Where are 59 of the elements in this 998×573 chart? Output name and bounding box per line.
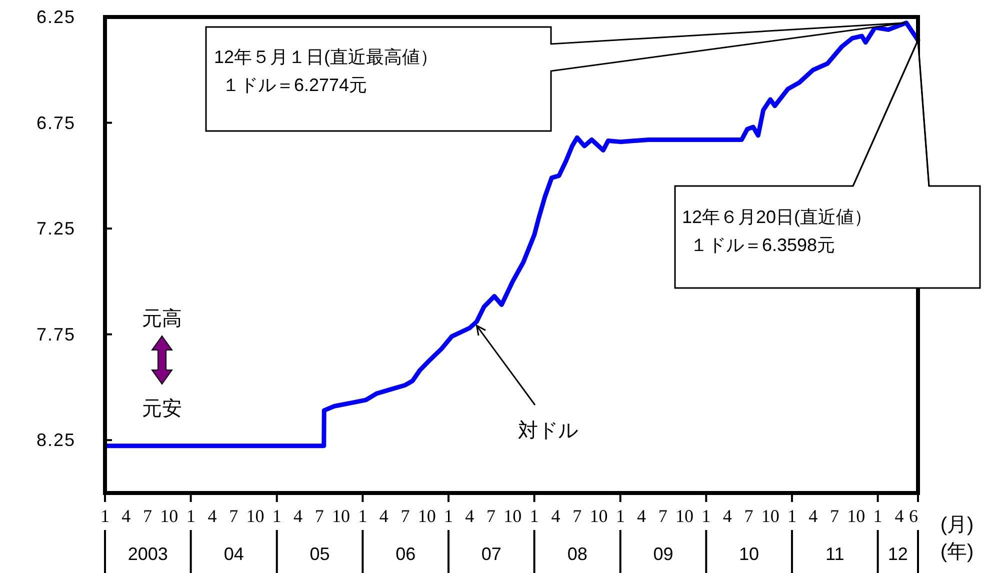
x-tick-label: 4 [808,506,818,526]
x-tick-label: 10 [676,506,694,526]
x-tick-label: 10 [590,506,608,526]
x-tick-label: 10 [160,506,178,526]
text: 06 [396,544,416,564]
text: 09 [653,544,674,564]
text: 07 [481,544,502,564]
x-tick-label: 4 [722,506,732,526]
x-tick-label: 10 [332,506,350,526]
x-tick-label: 6 [909,506,918,526]
x-tick-label: 4 [208,506,217,526]
y-tick-label: 7.25 [36,218,76,239]
text: (年) [940,541,974,563]
x-tick-label: 7 [658,506,668,526]
x-tick-label: 1 [272,506,282,526]
x-tick-label: 7 [314,506,324,526]
x-tick-label: 7 [486,506,496,526]
x-axis-title: (月) [940,514,974,536]
x-tick-label: 7 [400,506,410,526]
y-tick-label: 6.25 [36,7,76,27]
x-tick-label: 4 [894,506,904,526]
x-tick-label: 10 [246,506,264,526]
x-tick-label: 7 [229,506,238,526]
x-tick-label: 4 [551,506,560,526]
x-tick-label: 1 [530,506,539,526]
x-tick-label: 7 [744,506,754,526]
x-tick-label: 1 [702,506,711,526]
y-tick-label: 7.75 [36,324,76,344]
x-tick-label: 7 [830,506,840,526]
text: 対ドル [518,420,578,442]
x-tick-label: 1 [100,506,110,526]
x-tick-label: 4 [637,506,646,526]
x-tick-label: 1 [616,506,625,526]
text: 05 [310,544,330,564]
x-tick-label: 10 [761,506,780,526]
text: 11 [826,544,844,564]
x-tick-label: 7 [143,506,152,526]
x-tick-label: 4 [294,506,303,526]
y-tick-label: 8.25 [36,430,76,450]
x-tick-label: 4 [465,506,474,526]
annotation: 元安 [142,398,182,420]
text: 08 [567,544,588,564]
x-tick-label: 1 [873,506,882,526]
x-tick-label: 4 [122,506,131,526]
x-tick-label: 1 [444,506,453,526]
x-tick-label: 10 [418,506,436,526]
text: 12 [888,544,908,564]
x-tick-label: 10 [847,506,866,526]
y-tick-label: 6.75 [36,112,76,133]
x-tick-label: 1 [186,506,196,526]
text: 10 [739,544,760,564]
text: 04 [224,544,244,564]
annotation: 元高 [142,307,182,330]
x-tick-label: 1 [358,506,368,526]
x-tick-label: 10 [504,506,522,526]
text: 2003 [128,544,168,564]
x-tick-label: 7 [572,506,582,526]
x-tick-label: 4 [379,506,388,526]
x-tick-label: 1 [787,506,796,526]
